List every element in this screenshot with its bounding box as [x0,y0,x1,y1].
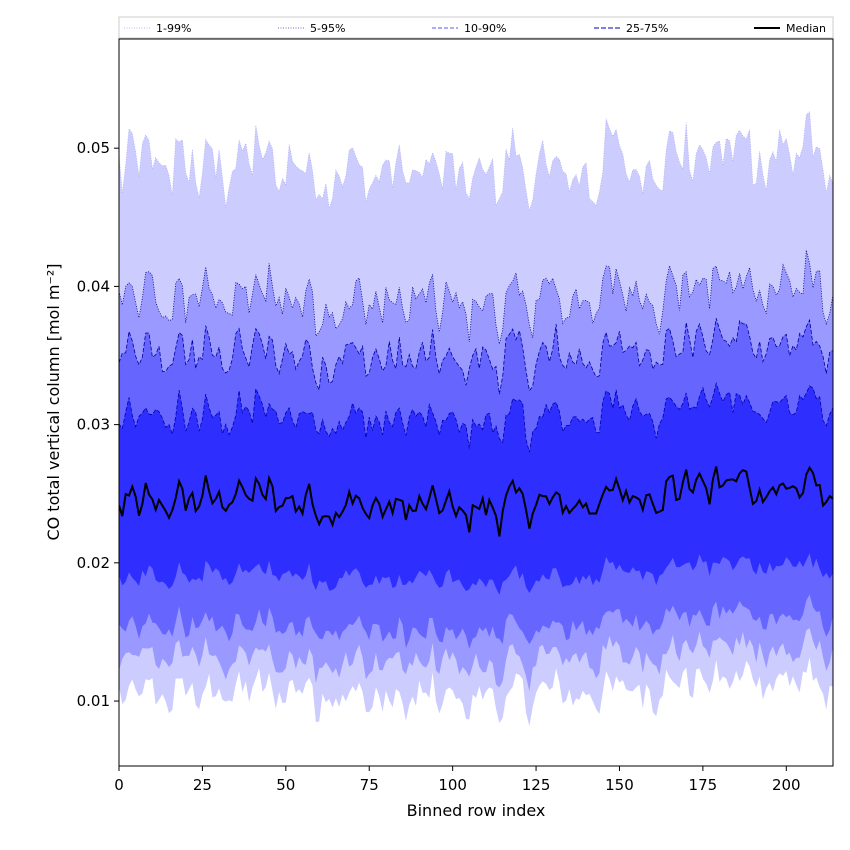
x-axis: 0 25 50 75 100 125 150 175 200 [114,766,801,794]
x-tick-label: 150 [605,776,634,794]
legend: 1-99% 5-95% 10-90% 25-75% Median [118,16,834,39]
legend-label-10-90: 10-90% [464,22,506,35]
plot-area [119,111,833,726]
x-tick-label: 125 [522,776,551,794]
legend-label-25-75: 25-75% [626,22,668,35]
plot-frame [118,38,834,767]
band-upper-line-2 [119,318,833,395]
y-tick-label: 0.04 [77,277,110,295]
x-tick-label: 0 [114,776,124,794]
y-tick-label: 0.05 [77,139,110,157]
legend-label-5-95: 5-95% [310,22,345,35]
y-axis: 0.01 0.02 0.03 0.04 0.05 [77,139,119,710]
x-tick-label: 175 [689,776,718,794]
x-tick-label: 200 [772,776,801,794]
y-tick-label: 0.03 [77,416,110,434]
x-tick-label: 50 [276,776,295,794]
band-upper-line-0 [119,111,833,211]
y-tick-label: 0.01 [77,692,110,710]
x-tick-label: 25 [193,776,212,794]
legend-frame [118,16,834,39]
y-tick-label: 0.02 [77,554,110,572]
band-fill-3 [119,383,833,595]
x-axis-label: Binned row index [407,801,546,820]
median-line [119,465,833,537]
band-upper-line-3 [119,381,833,453]
legend-label-1-99: 1-99% [156,22,191,35]
x-tick-label: 100 [438,776,467,794]
y-axis-label: CO total vertical column [mol m⁻²] [44,263,63,540]
x-tick-label: 75 [360,776,379,794]
legend-label-median: Median [786,22,826,35]
